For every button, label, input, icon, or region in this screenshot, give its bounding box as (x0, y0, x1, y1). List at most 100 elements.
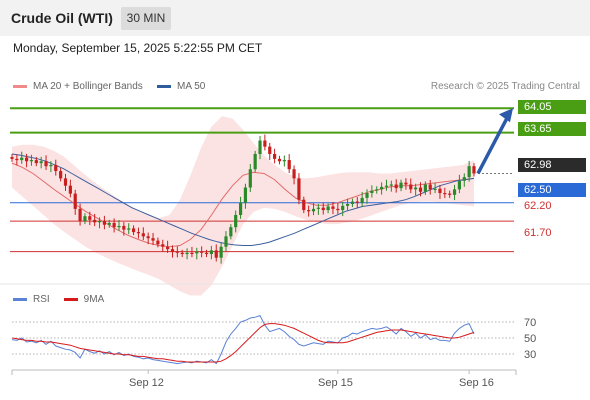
candle-body (380, 186, 384, 190)
legend-ma20-swatch (13, 85, 27, 88)
level-label-62-20: 62.20 (524, 200, 552, 212)
candle-body (59, 171, 63, 179)
candle-body (360, 197, 364, 203)
candle-body (112, 222, 116, 228)
candle-body (321, 207, 325, 211)
candle-body (438, 188, 442, 194)
candle-body (307, 210, 311, 212)
candle-body (282, 160, 286, 162)
candle-body (20, 157, 24, 161)
timeframe-badge[interactable]: 30 MIN (121, 7, 171, 30)
legend-9ma-swatch (63, 298, 78, 301)
candle-body (238, 202, 243, 215)
candle-body (54, 164, 58, 172)
candle-body (326, 206, 330, 211)
candle-body (428, 184, 432, 190)
candle-body (433, 188, 437, 190)
candle-body (345, 204, 350, 206)
candle-body (253, 153, 257, 170)
x-tick-sep-16: Sep 16 (459, 377, 494, 389)
candle-body (204, 252, 209, 255)
candle-body (122, 225, 126, 230)
instrument-title: Crude Oil (WTI) (11, 10, 113, 26)
x-tick-sep-12: Sep 12 (129, 377, 164, 389)
candle-body (316, 207, 320, 209)
candle-body (243, 187, 248, 203)
candle-body (219, 246, 223, 258)
candle-body (180, 252, 184, 255)
candle-body (34, 160, 38, 164)
legend-rsi-label: RSI (33, 294, 50, 305)
candle-body (200, 251, 204, 253)
candle-body (268, 146, 272, 154)
candle-body (83, 216, 87, 222)
candle-body (418, 187, 423, 192)
legend-9ma-label: 9MA (83, 294, 105, 305)
bollinger-band-fill (12, 116, 474, 296)
rsi-line (11, 314, 475, 365)
candle-body (68, 185, 72, 194)
candle-body (234, 214, 238, 228)
candle-body (117, 225, 121, 228)
candle-body (141, 233, 145, 237)
candle-body (467, 166, 471, 178)
rsi-tick-30: 30 (524, 349, 537, 361)
candle-body (331, 206, 335, 209)
candle-body (248, 169, 252, 188)
candle-body (302, 199, 306, 211)
candle-body (97, 221, 102, 223)
candle-body (209, 250, 213, 255)
candle-body (384, 185, 389, 187)
candle-body (102, 221, 106, 225)
candle-body (336, 208, 340, 211)
candle-body (151, 238, 155, 241)
candle-body (350, 201, 355, 204)
legend-ma20: MA 20 + Bollinger Bands (13, 81, 143, 92)
candle-body (404, 182, 408, 185)
candle-body (131, 228, 136, 233)
candle-body (229, 227, 233, 237)
candle-body (175, 251, 179, 253)
candle-body (107, 222, 111, 225)
rsi-tick-70: 70 (524, 317, 537, 329)
candle-body (258, 140, 262, 154)
candle-body (73, 193, 77, 209)
candle-body (146, 236, 150, 239)
candle-body (365, 193, 369, 198)
candle-body (195, 251, 199, 254)
projection-arrow-head (499, 108, 513, 123)
candle-body (375, 189, 379, 191)
projection-arrow-shaft (476, 115, 510, 175)
legend-ma20-label: MA 20 + Bollinger Bands (33, 81, 143, 92)
candle-body (24, 157, 29, 162)
candle-body (190, 252, 194, 255)
level-label-61-70: 61.70 (524, 227, 552, 239)
candle-body (93, 219, 97, 223)
candle-body (15, 158, 19, 161)
candle-body (414, 187, 418, 190)
candle-body (185, 252, 189, 255)
chart-header: Crude Oil (WTI) 30 MIN (0, 0, 590, 36)
legend-ma50-label: MA 50 (177, 81, 206, 92)
x-tick-sep-15: Sep 15 (318, 377, 353, 389)
candle-body (292, 169, 296, 179)
candle-body (277, 158, 282, 162)
rsi-legend: RSI 9MA (13, 294, 104, 305)
candle-body (78, 208, 82, 222)
candle-body (462, 177, 466, 181)
level-label-62-50: 62.50 (518, 183, 586, 197)
chart-datetime: Monday, September 15, 2025 5:22:55 PM CE… (13, 41, 263, 55)
candle-body (399, 182, 403, 189)
candle-body (88, 216, 92, 220)
candle-body (394, 184, 398, 189)
candle-body (136, 232, 141, 234)
candle-body (448, 193, 452, 195)
candle-body (297, 178, 301, 200)
candle-body (156, 240, 160, 245)
candle-body (224, 236, 228, 247)
candle-body (287, 160, 291, 170)
candle-body (370, 190, 374, 194)
candle-body (166, 246, 170, 250)
candle-body (263, 140, 267, 147)
